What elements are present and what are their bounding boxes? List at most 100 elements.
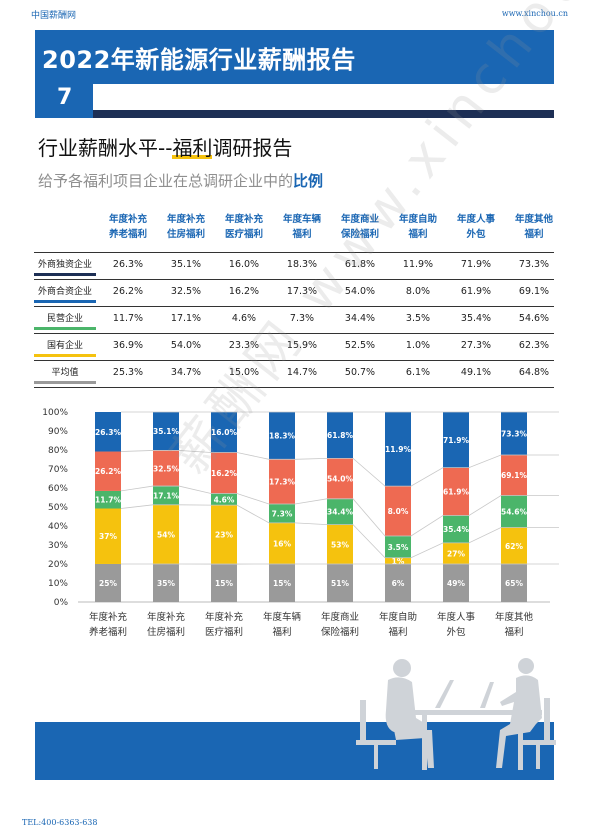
table-cell: 52.5% <box>344 340 376 351</box>
table-cell: 4.6% <box>231 313 257 324</box>
table-header-line2: 医疗福利 <box>224 229 263 240</box>
stacked-bar-chart: 0% 10% 20% 30% 40% 50% 60% 70% 80% 90% 100% 25% 37% 1… <box>42 408 559 638</box>
bar-segment <box>443 412 469 468</box>
table-header-line1: 年度补充 <box>224 214 263 225</box>
bar-segment <box>269 412 295 460</box>
category-label: 年度补充 <box>205 611 244 623</box>
data-label: 62% <box>505 542 523 551</box>
table-header-line2: 福利 <box>524 229 544 240</box>
category-label: 年度人事 <box>437 611 476 623</box>
table-cell: 61.9% <box>460 286 492 297</box>
category-label: 年度自助 <box>379 611 417 623</box>
table-cell: 36.9% <box>112 340 144 351</box>
table-cell: 35.1% <box>170 259 202 270</box>
bar-segment <box>501 527 527 565</box>
category-label: 年度其他 <box>495 611 534 623</box>
table-cell: 64.8% <box>518 367 550 378</box>
data-label: 53% <box>331 540 349 549</box>
table-cell: 3.5% <box>405 313 431 324</box>
table-header-line1: 年度补充 <box>108 214 147 225</box>
data-label: 17.3% <box>269 478 296 487</box>
table-row-label: 外商独资企业 <box>34 257 96 276</box>
bar-segment <box>501 412 527 455</box>
table-cell: 1.0% <box>405 340 431 351</box>
bar-segment <box>385 535 411 558</box>
site-name: 中国薪酬网 <box>31 11 77 21</box>
table-header-line1: 年度商业 <box>340 214 379 225</box>
table-cell: 8.0% <box>405 286 431 297</box>
bar-segment <box>327 458 353 499</box>
table-rule <box>34 387 554 388</box>
category-label: 福利 <box>388 626 407 638</box>
subtitle-bold: 比例 <box>293 172 324 190</box>
bar-segment <box>501 454 527 496</box>
title-banner <box>35 30 554 84</box>
office-meeting-illustration <box>356 658 556 770</box>
table-rule <box>34 333 554 334</box>
table-header-line1: 年度人事 <box>456 214 495 225</box>
category-label: 年度商业 <box>321 611 359 623</box>
bar-segment <box>95 508 121 564</box>
table-cell: 16.2% <box>228 286 260 297</box>
data-label: 26.2% <box>95 467 122 476</box>
table-cell: 61.8% <box>344 259 376 270</box>
table-cell: 7.3% <box>289 313 315 324</box>
bar-segment <box>153 450 179 487</box>
table-cell: 15.0% <box>228 367 260 378</box>
table-cell: 69.1% <box>518 286 550 297</box>
data-label: 16.0% <box>211 428 238 437</box>
footer-tel: TEL:400-6363-638 <box>22 818 98 827</box>
bar-segment <box>327 524 353 564</box>
table-cell: 23.3% <box>228 340 260 351</box>
table-row-label: 平均值 <box>34 365 96 384</box>
bar-segment <box>211 505 237 565</box>
y-tick-label: 60% <box>48 484 68 494</box>
data-label: 61.9% <box>443 488 470 497</box>
bar-segment <box>211 564 237 602</box>
bar-segment <box>269 459 295 505</box>
data-label: 25% <box>99 579 117 588</box>
table-row-label: 外商合资企业 <box>34 284 96 303</box>
bar-segment <box>327 412 353 459</box>
data-label: 37% <box>99 532 117 541</box>
data-label: 18.3% <box>269 432 296 441</box>
bar-segment <box>153 412 179 451</box>
page-number-box <box>35 84 93 118</box>
table-cell: 25.3% <box>112 367 144 378</box>
category-label: 年度补充 <box>147 611 186 623</box>
table-header-6: 年度人事 外包 <box>446 212 506 242</box>
table-header-3: 年度车辆 福利 <box>272 212 332 242</box>
table-cell: 35.4% <box>460 313 492 324</box>
y-tick-label: 0% <box>54 598 69 608</box>
data-label: 54.0% <box>327 475 354 484</box>
category-label: 养老福利 <box>89 626 127 638</box>
bar-segment <box>327 498 353 525</box>
table-cell: 62.3% <box>518 340 550 351</box>
table-cell: 26.2% <box>112 286 144 297</box>
table-cell: 71.9% <box>460 259 492 270</box>
data-label: 11.7% <box>95 496 122 505</box>
data-label: 15% <box>215 579 233 588</box>
bar-segment <box>95 451 121 491</box>
page-number: 7 <box>57 85 73 110</box>
data-label: 17.1% <box>153 491 180 500</box>
bar-segment <box>269 522 295 564</box>
table-cell: 54.0% <box>344 286 376 297</box>
data-label: 32.5% <box>153 464 180 473</box>
bar-segment <box>153 486 179 505</box>
data-label: 3.5% <box>388 543 409 552</box>
table-cell: 17.1% <box>170 313 202 324</box>
bar-segment <box>443 564 469 602</box>
y-tick-label: 50% <box>48 503 68 513</box>
table-header-line1: 年度补充 <box>166 214 205 225</box>
category-label: 福利 <box>504 626 523 638</box>
table-header-line2: 保险福利 <box>340 229 379 240</box>
bar-segment <box>501 564 527 602</box>
section-title-highlight: 福利 <box>172 136 213 160</box>
table-header-0: 年度补充 养老福利 <box>98 212 158 242</box>
bar-segment <box>95 490 121 509</box>
category-label: 年度补充 <box>89 611 128 623</box>
data-label: 16.2% <box>211 469 238 478</box>
table-header-line1: 年度其他 <box>514 214 553 225</box>
data-label: 65% <box>505 579 523 588</box>
